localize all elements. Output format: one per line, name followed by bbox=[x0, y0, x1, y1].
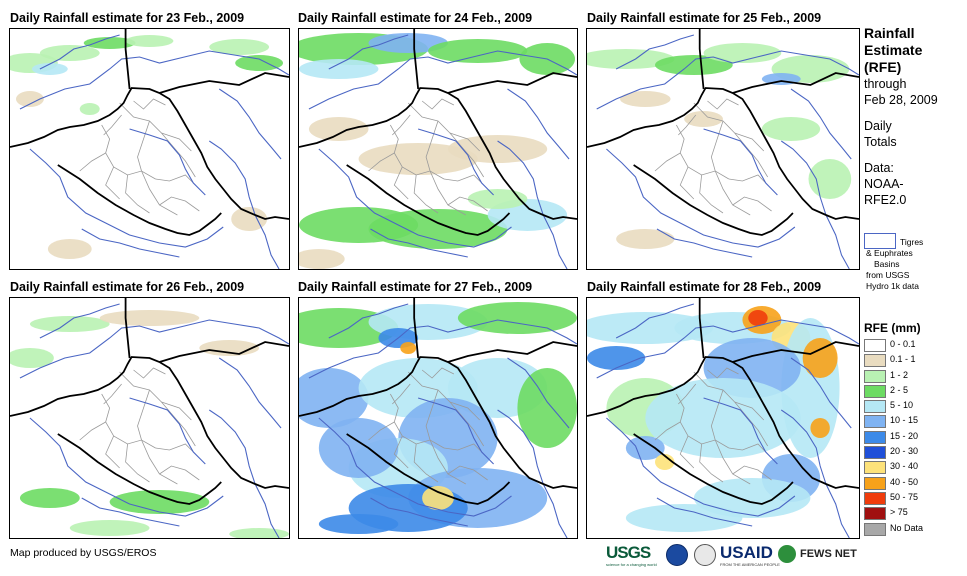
rfe-legend-row: 5 - 10 bbox=[864, 399, 964, 414]
description-data-source-1: NOAA- bbox=[864, 177, 904, 191]
rfe-legend-swatch bbox=[864, 354, 886, 368]
panel-title-feb-26: Daily Rainfall estimate for 26 Feb., 200… bbox=[10, 280, 245, 294]
rfe-legend-swatch bbox=[864, 384, 886, 398]
rfe-legend: RFE (mm) 0 - 0.1 0.1 - 1 1 - 2 2 - 5 5 - 10 1… bbox=[864, 321, 964, 537]
map-description: Rainfall Estimate (RFE) through Feb 28, … bbox=[864, 25, 964, 208]
map-panel-feb-24 bbox=[298, 28, 578, 270]
rfe-legend-row: 0 - 0.1 bbox=[864, 338, 964, 353]
rfe-legend-row: 30 - 40 bbox=[864, 460, 964, 475]
description-data-label: Data: bbox=[864, 161, 894, 175]
rfe-legend-label: 20 - 30 bbox=[890, 446, 919, 457]
noaa-logo-icon bbox=[666, 544, 688, 566]
rfe-legend-swatch bbox=[864, 491, 886, 505]
rfe-legend-swatch bbox=[864, 507, 886, 521]
rainfall-map-feb-25 bbox=[587, 29, 859, 269]
rfe-legend-row: 0.1 - 1 bbox=[864, 353, 964, 368]
rainfall-map-feb-24 bbox=[299, 29, 577, 269]
usgs-logo: USGS bbox=[606, 543, 651, 562]
rfe-legend-label: 15 - 20 bbox=[890, 430, 919, 441]
basin-legend-line-2: & Euphrates bbox=[866, 248, 913, 258]
panel-title-feb-25: Daily Rainfall estimate for 25 Feb., 200… bbox=[587, 11, 822, 25]
rfe-legend-swatch bbox=[864, 339, 886, 352]
rfe-legend-label: 0.1 - 1 bbox=[890, 354, 916, 365]
usgs-tagline: science for a changing world bbox=[606, 562, 657, 567]
fews-net-logo: FEWS NET bbox=[800, 548, 857, 560]
rfe-legend-swatch bbox=[864, 522, 886, 536]
map-credit: Map produced by USGS/EROS bbox=[10, 547, 157, 559]
description-data-source-2: RFE2.0 bbox=[864, 193, 907, 207]
rfe-legend-row: 10 - 15 bbox=[864, 414, 964, 429]
rfe-legend-row: 40 - 50 bbox=[864, 476, 964, 491]
rfe-legend-swatch bbox=[864, 476, 886, 490]
panel-title-feb-24: Daily Rainfall estimate for 24 Feb., 200… bbox=[298, 11, 533, 25]
rfe-legend-label: 30 - 40 bbox=[890, 461, 919, 472]
fews-net-globe-icon bbox=[778, 545, 796, 563]
map-panel-feb-23 bbox=[9, 28, 290, 270]
description-title-line-3: (RFE) bbox=[864, 59, 902, 75]
map-panel-feb-26 bbox=[9, 297, 290, 539]
description-daily: Daily bbox=[864, 119, 892, 133]
rfe-legend-label: 1 - 2 bbox=[890, 369, 909, 380]
rfe-legend-label: 5 - 10 bbox=[890, 400, 914, 411]
basin-legend: Tigres & Euphrates Basins from USGS Hydr… bbox=[864, 233, 964, 292]
basin-swatch bbox=[864, 233, 896, 249]
rfe-legend-swatch bbox=[864, 415, 886, 429]
rfe-legend-row: No Data bbox=[864, 522, 964, 537]
description-through: through bbox=[864, 77, 907, 91]
panel-title-feb-23: Daily Rainfall estimate for 23 Feb., 200… bbox=[10, 11, 245, 25]
rfe-legend-label: > 75 bbox=[890, 507, 908, 518]
map-panel-feb-25 bbox=[586, 28, 860, 270]
usaid-logo: USAID bbox=[720, 543, 773, 562]
rfe-legend-label: 2 - 5 bbox=[890, 384, 909, 395]
panel-title-feb-28: Daily Rainfall estimate for 28 Feb., 200… bbox=[587, 280, 822, 294]
description-date: Feb 28, 2009 bbox=[864, 93, 938, 107]
description-totals: Totals bbox=[864, 135, 897, 149]
map-panel-feb-28 bbox=[586, 297, 860, 539]
rfe-legend-swatch bbox=[864, 369, 886, 383]
state-department-seal-icon bbox=[694, 544, 716, 566]
rfe-legend-row: 1 - 2 bbox=[864, 369, 964, 384]
rainfall-map-feb-23 bbox=[10, 29, 289, 269]
rfe-legend-swatch bbox=[864, 430, 886, 444]
logo-strip: USGS science for a changing world USAID … bbox=[604, 541, 864, 569]
usaid-tagline: FROM THE AMERICAN PEOPLE bbox=[720, 562, 780, 567]
basin-legend-line-1: Tigres bbox=[900, 237, 924, 247]
rfe-legend-swatch bbox=[864, 461, 886, 475]
rfe-legend-row: 15 - 20 bbox=[864, 430, 964, 445]
rfe-legend-label: 50 - 75 bbox=[890, 491, 919, 502]
rfe-legend-row: > 75 bbox=[864, 506, 964, 521]
rfe-legend-swatch bbox=[864, 446, 886, 460]
rfe-legend-row: 20 - 30 bbox=[864, 445, 964, 460]
rfe-legend-label: 10 - 15 bbox=[890, 415, 919, 426]
rfe-legend-row: 50 - 75 bbox=[864, 491, 964, 506]
description-title-line-2: Estimate bbox=[864, 42, 923, 58]
rainfall-map-feb-27 bbox=[299, 298, 577, 538]
rfe-legend-title: RFE (mm) bbox=[864, 321, 921, 335]
rainfall-map-feb-28 bbox=[587, 298, 859, 538]
basin-legend-line-3: Basins bbox=[874, 259, 900, 269]
basin-legend-line-4: from USGS bbox=[866, 270, 910, 280]
rainfall-map-feb-26 bbox=[10, 298, 289, 538]
rfe-legend-label: No Data bbox=[890, 522, 924, 533]
panel-title-feb-27: Daily Rainfall estimate for 27 Feb., 200… bbox=[298, 280, 533, 294]
basin-legend-line-5: Hydro 1k data bbox=[866, 281, 919, 291]
description-title-line-1: Rainfall bbox=[864, 25, 915, 41]
map-panel-feb-27 bbox=[298, 297, 578, 539]
rfe-legend-label: 0 - 0.1 bbox=[890, 339, 916, 349]
rfe-legend-label: 40 - 50 bbox=[890, 476, 919, 487]
rfe-legend-swatch bbox=[864, 400, 886, 414]
rfe-legend-row: 2 - 5 bbox=[864, 384, 964, 399]
